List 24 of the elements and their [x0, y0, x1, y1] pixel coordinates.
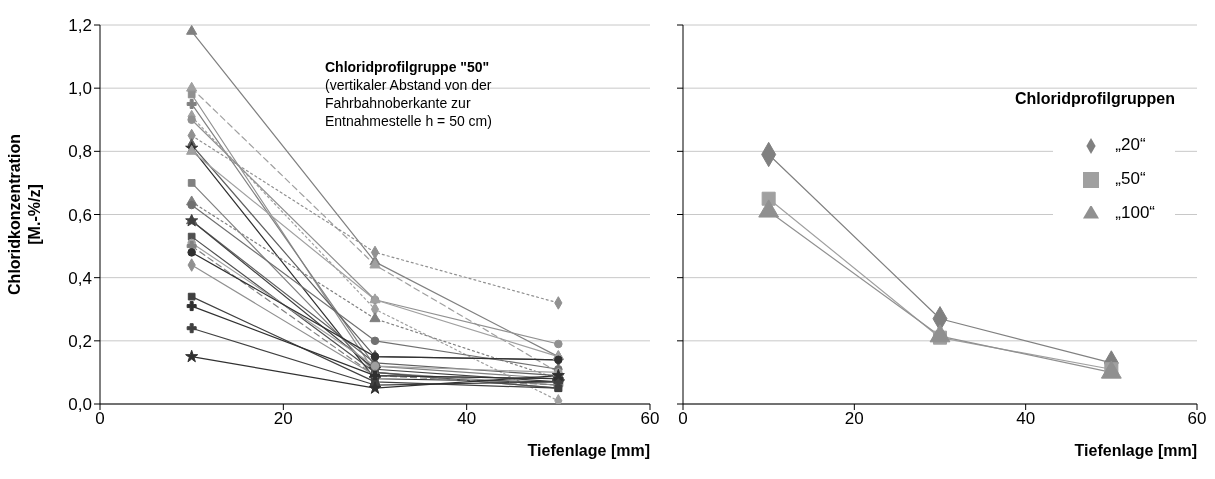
y-tick-label: 1,0 [68, 79, 92, 99]
y-tick-label: 0,6 [68, 205, 92, 225]
legend-label: „100“ [1115, 203, 1155, 222]
x-tick-label: 0 [95, 409, 105, 429]
x-axis-title: Tiefenlage [mm] [527, 442, 650, 459]
y-tick-label: 0,0 [68, 395, 92, 415]
y-tick-label: 1,2 [68, 16, 92, 36]
y-tick-label: 0,8 [68, 142, 92, 162]
legend-title: Chloridprofilgruppen [1015, 90, 1175, 108]
legend-label: „20“ [1115, 135, 1146, 154]
x-tick-label: 20 [844, 409, 864, 429]
annotation: Chloridprofilgruppe "50" [325, 58, 491, 76]
annotation: (vertikaler Abstand von der Fahrbahnoberkante zur Entnahmestelle h = 50 cm) [325, 76, 493, 130]
legend-label: „50“ [1115, 169, 1146, 188]
x-tick-label: 20 [273, 409, 293, 429]
x-tick-label: 40 [1016, 409, 1036, 429]
y-axis-title: Chloridkonzentration [M.-%/z] [6, 134, 43, 295]
x-tick-label: 60 [1187, 409, 1207, 429]
x-tick-label: 0 [678, 409, 688, 429]
x-axis-title: Tiefenlage [mm] [1074, 442, 1197, 459]
x-tick-label: 60 [640, 409, 660, 429]
x-tick-label: 40 [457, 409, 477, 429]
y-tick-label: 0,4 [68, 268, 92, 288]
y-tick-label: 0,2 [68, 331, 92, 351]
